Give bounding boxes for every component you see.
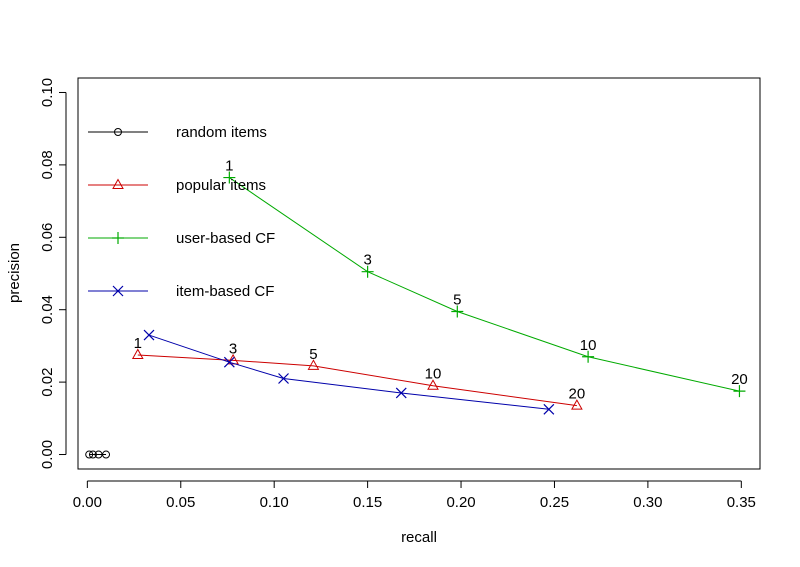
data-point (227, 353, 239, 365)
legend-label: user-based CF (176, 230, 275, 247)
data-point (571, 399, 583, 410)
series-random-items (85, 450, 111, 459)
legend-item: user-based CF (88, 230, 275, 247)
data-point (85, 450, 94, 459)
series-layer: 1 3 5 10 20 1 3 5 10 20 (85, 158, 748, 459)
y-tick-label: 0.00 (39, 440, 56, 469)
data-point (395, 387, 407, 399)
point-label: 20 (731, 371, 748, 388)
data-point (223, 356, 235, 368)
x-tick-label: 0.35 (727, 494, 756, 511)
data-point (307, 359, 320, 370)
point-label: 10 (580, 337, 597, 354)
y-tick-label: 0.10 (39, 78, 56, 107)
point-label: 1 (225, 158, 233, 175)
legend-label: popular items (176, 177, 266, 194)
y-axis-label: precision (6, 243, 23, 303)
series-user-based-cf: 1 3 5 10 20 (223, 158, 748, 398)
data-point (278, 373, 289, 384)
x-axis-label: recall (401, 529, 437, 546)
point-label: 20 (569, 386, 586, 403)
data-point (582, 350, 595, 363)
data-point (143, 329, 155, 341)
point-label: 3 (363, 252, 371, 269)
legend-marker (112, 285, 124, 297)
point-label: 1 (134, 335, 142, 352)
data-point (451, 305, 464, 318)
y-tick-label: 0.02 (39, 368, 56, 397)
x-tick-label: 0.00 (73, 494, 102, 511)
legend-marker (114, 128, 122, 136)
x-tick-label: 0.20 (446, 494, 475, 511)
legend-label: item-based CF (176, 283, 274, 300)
data-point (427, 379, 439, 390)
legend-label: random items (176, 124, 267, 141)
plot-frame (77, 77, 761, 470)
series-item-based-cf (143, 329, 555, 415)
data-point (361, 265, 374, 278)
data-point (223, 171, 236, 184)
legend: random items popular items user-based CF it… (88, 124, 275, 300)
data-point (88, 450, 97, 459)
point-label: 5 (453, 292, 461, 309)
x-tick-label: 0.25 (540, 494, 569, 511)
y-axis: 0.00 0.02 0.04 0.06 0.08 0.10 (39, 78, 67, 469)
legend-item: item-based CF (88, 283, 274, 300)
legend-item: random items (88, 124, 267, 141)
legend-marker (112, 232, 124, 244)
series-popular-items: 1 3 5 10 20 (131, 335, 586, 410)
y-tick-label: 0.08 (39, 150, 56, 179)
x-axis: 0.00 0.05 0.10 0.15 0.20 0.25 0.30 0.35 (73, 480, 756, 511)
y-tick-label: 0.04 (39, 295, 56, 324)
point-label: 3 (229, 340, 237, 357)
data-point (102, 450, 111, 459)
data-point (543, 403, 555, 415)
series-line (137, 354, 577, 407)
legend-item: popular items (88, 177, 266, 194)
data-point (733, 385, 746, 398)
data-point (131, 348, 144, 359)
y-tick-label: 0.06 (39, 223, 56, 252)
x-tick-label: 0.10 (260, 494, 289, 511)
x-tick-label: 0.15 (353, 494, 382, 511)
x-tick-label: 0.30 (633, 494, 662, 511)
legend-marker (112, 178, 124, 189)
point-label: 5 (309, 346, 317, 363)
point-label: 10 (425, 366, 442, 383)
series-line (229, 177, 740, 392)
x-tick-label: 0.05 (166, 494, 195, 511)
